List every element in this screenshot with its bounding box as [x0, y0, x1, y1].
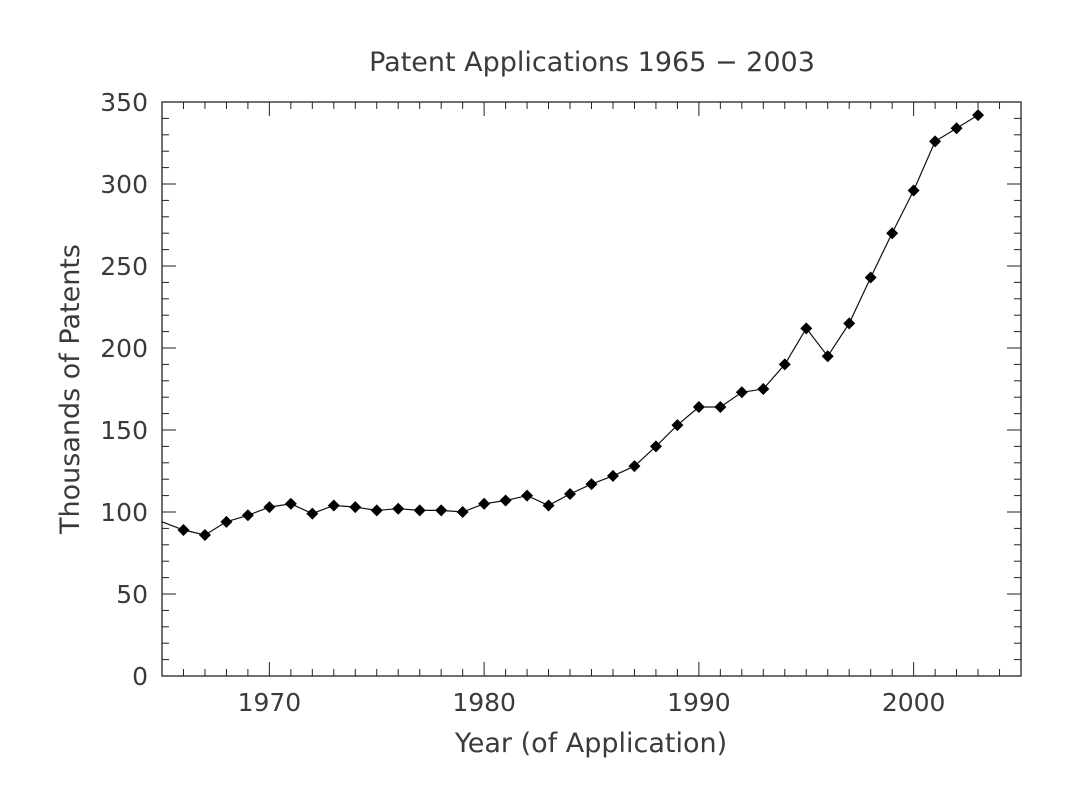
data-point-marker — [843, 317, 855, 329]
y-tick-label: 150 — [100, 416, 148, 445]
data-point-marker — [220, 516, 232, 528]
plot-frame — [162, 102, 1021, 676]
series-line — [162, 115, 978, 535]
data-point-marker — [500, 495, 512, 507]
data-point-marker — [607, 470, 619, 482]
data-point-marker — [564, 488, 576, 500]
y-tick-label: 200 — [100, 334, 148, 363]
data-point-marker — [199, 529, 211, 541]
y-tick-label: 300 — [100, 170, 148, 199]
data-point-marker — [177, 524, 189, 536]
data-point-marker — [328, 499, 340, 511]
data-point-marker — [285, 498, 297, 510]
data-point-marker — [822, 350, 834, 362]
data-point-marker — [736, 386, 748, 398]
data-point-marker — [414, 504, 426, 516]
data-point-marker — [435, 504, 447, 516]
data-point-marker — [478, 498, 490, 510]
data-point-marker — [242, 509, 254, 521]
data-point-marker — [929, 135, 941, 147]
y-axis-label: Thousands of Patents — [55, 244, 86, 535]
x-tick-label: 2000 — [882, 688, 946, 717]
data-point-marker — [521, 490, 533, 502]
data-point-marker — [908, 185, 920, 197]
data-point-marker — [972, 109, 984, 121]
data-point-marker — [392, 503, 404, 515]
y-tick-label: 0 — [132, 662, 148, 691]
data-point-marker — [543, 499, 555, 511]
y-tick-label: 50 — [116, 580, 148, 609]
data-point-marker — [349, 501, 361, 513]
x-tick-label: 1970 — [238, 688, 302, 717]
data-point-marker — [951, 122, 963, 134]
data-point-marker — [306, 508, 318, 520]
x-axis-label: Year (of Application) — [454, 728, 727, 759]
data-point-marker — [800, 322, 812, 334]
x-tick-label: 1980 — [452, 688, 516, 717]
x-tick-label: 1990 — [667, 688, 731, 717]
data-point-marker — [263, 501, 275, 513]
data-point-marker — [865, 271, 877, 283]
axis-ticks — [162, 102, 1021, 676]
data-point-marker — [586, 478, 598, 490]
chart-title: Patent Applications 1965 − 2003 — [369, 47, 815, 78]
data-point-marker — [886, 227, 898, 239]
data-markers — [177, 109, 984, 541]
data-point-marker — [714, 401, 726, 413]
y-tick-label: 350 — [100, 88, 148, 117]
y-tick-label: 250 — [100, 252, 148, 281]
y-tick-label: 100 — [100, 498, 148, 527]
tick-labels: 1970 1980 1990 2000 0 50 100 150 200 250 300 350 — [100, 88, 945, 717]
data-point-marker — [457, 506, 469, 518]
data-point-marker — [371, 504, 383, 516]
